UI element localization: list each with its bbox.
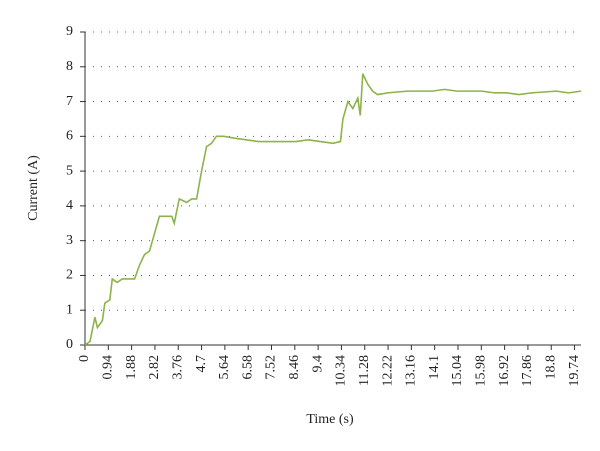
y-axis-title: Current (A) <box>26 155 41 221</box>
x-tick-label: 0.94 <box>101 355 116 380</box>
x-tick-label: 13.16 <box>404 355 419 387</box>
x-tick-label: 19.74 <box>567 355 582 387</box>
y-tick-label: 1 <box>66 302 73 317</box>
y-tick-label: 2 <box>66 268 73 283</box>
x-tick-label: 16.92 <box>497 355 512 387</box>
x-tick-label: 2.82 <box>147 355 162 380</box>
x-tick-label: 14.1 <box>427 355 442 380</box>
x-tick-label: 5.64 <box>217 355 232 380</box>
y-tick-label: 6 <box>66 129 73 144</box>
y-tick-label: 4 <box>66 198 73 213</box>
x-tick-label: 12.22 <box>380 355 395 387</box>
x-tick-label: 11.28 <box>357 355 372 386</box>
x-tick-label: 0 <box>77 355 92 362</box>
y-tick-label: 5 <box>66 163 73 178</box>
x-tick-label: 6.58 <box>240 355 255 380</box>
x-axis-title: Time (s) <box>306 412 354 427</box>
y-tick-label: 9 <box>66 24 73 39</box>
y-tick-label: 0 <box>66 337 73 352</box>
x-tick-label: 1.88 <box>124 355 139 380</box>
x-tick-label: 15.04 <box>450 355 465 387</box>
x-tick-label: 15.98 <box>474 355 489 387</box>
x-tick-label: 9.4 <box>310 355 325 373</box>
x-tick-label: 10.34 <box>334 355 349 387</box>
data-line <box>84 73 582 346</box>
y-tick-label: 8 <box>66 59 73 74</box>
x-tick-label: 7.52 <box>264 355 279 380</box>
y-tick-label: 3 <box>66 233 73 248</box>
y-tick-label: 7 <box>66 94 73 109</box>
x-tick-label: 4.7 <box>194 355 209 373</box>
x-tick-label: 3.76 <box>170 355 185 380</box>
x-tick-label: 8.46 <box>287 355 302 380</box>
x-tick-label: 18.8 <box>543 355 558 380</box>
x-tick-label: 17.86 <box>520 355 535 387</box>
